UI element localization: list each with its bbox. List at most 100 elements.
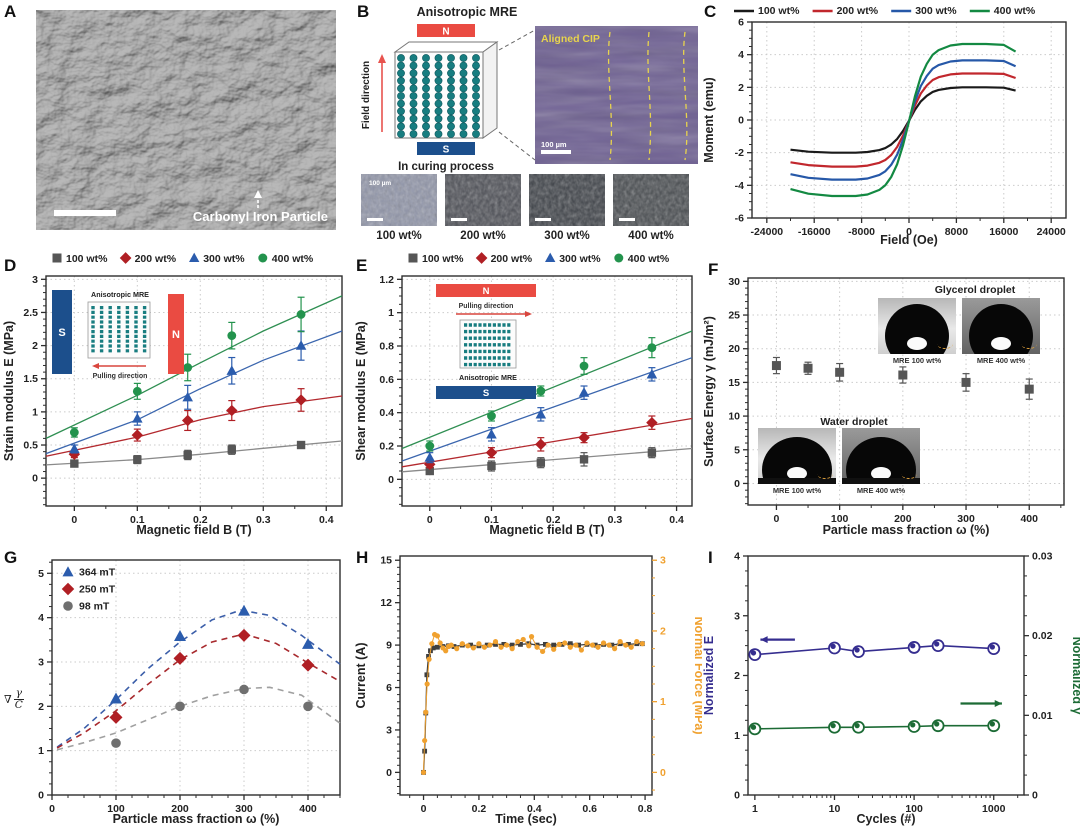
panel-b-letter: B (357, 2, 370, 21)
svg-text:400: 400 (299, 803, 317, 815)
scale-bar (54, 210, 116, 216)
strain-modulus-chart: 0 0.1 0.2 0.3 0.4 0 0.5 1 1.5 2 2.5 3 Magnetic field… (0, 248, 352, 545)
svg-text:-8000: -8000 (848, 226, 875, 238)
svg-text:10: 10 (829, 803, 841, 815)
north-pole (417, 24, 475, 37)
svg-text:0.4: 0.4 (379, 407, 394, 419)
panel-d: D 0 0.1 0.2 0.3 0.4 0 0.5 1 1.5 2 2.5 3 Magnetic fie… (0, 248, 352, 540)
svg-text:2: 2 (32, 340, 38, 352)
panel-f: F 0 100 200 300 400 0 5 10 15 20 25 30 Particle mass… (700, 248, 1080, 540)
svg-text:400: 400 (1020, 513, 1038, 525)
svg-text:400 wt%: 400 wt% (994, 5, 1036, 17)
svg-text:15: 15 (380, 555, 392, 567)
svg-text:0: 0 (49, 803, 55, 815)
sem-caption: Carbonyl Iron Particle (193, 209, 328, 224)
glycerol-caption-100: MRE 100 wt% (892, 356, 942, 365)
svg-text:Moment (emu): Moment (emu) (702, 77, 716, 162)
svg-text:3: 3 (386, 724, 392, 736)
svg-text:4: 4 (738, 49, 744, 61)
svg-text:30: 30 (728, 276, 740, 288)
panel-g-letter: G (4, 548, 18, 567)
svg-text:0: 0 (738, 115, 744, 127)
aligned-cip-label: Aligned CIP (541, 33, 600, 45)
svg-text:100 wt%: 100 wt% (66, 253, 108, 265)
svg-text:0.03: 0.03 (1032, 551, 1053, 563)
svg-text:0: 0 (774, 513, 780, 525)
panel-c-letter: C (704, 2, 717, 21)
glycerol-label: Glycerol droplet (934, 284, 1016, 296)
svg-text:8000: 8000 (945, 226, 969, 238)
svg-text:300 wt%: 300 wt% (203, 253, 245, 265)
panel-g: G 0 100 200 300 400 0 1 2 3 4 5 Particle mass fract… (0, 540, 352, 829)
svg-text:0.4: 0.4 (319, 514, 334, 526)
svg-text:3: 3 (660, 555, 666, 567)
north-label: N (442, 27, 449, 38)
svg-text:0: 0 (386, 767, 392, 779)
svg-text:-2: -2 (735, 147, 744, 159)
svg-text:1: 1 (752, 803, 758, 815)
svg-text:0: 0 (906, 226, 912, 238)
glycerol-droplet-400 (962, 298, 1040, 354)
svg-text:Normalized γ: Normalized γ (1070, 637, 1080, 715)
svg-text:3: 3 (38, 656, 44, 668)
svg-text:16000: 16000 (989, 226, 1018, 238)
svg-text:5: 5 (734, 444, 740, 456)
pulling-direction-label: Pulling direction (93, 373, 148, 380)
panel-a: A Carbonyl Iron Particle (0, 0, 355, 250)
scale-bar (541, 150, 571, 154)
svg-text:300 wt%: 300 wt% (559, 253, 601, 265)
sem-micrograph: Carbonyl Iron Particle (36, 10, 336, 230)
svg-text:100 wt%: 100 wt% (422, 253, 464, 265)
svg-text:2.5: 2.5 (23, 307, 38, 319)
svg-text:Cycles (#): Cycles (#) (856, 812, 915, 826)
svg-text:0.1: 0.1 (130, 514, 145, 526)
glycerol-caption-400: MRE 400 wt% (976, 356, 1026, 365)
svg-text:2: 2 (734, 670, 740, 682)
svg-text:2: 2 (738, 82, 744, 94)
svg-text:300 wt%: 300 wt% (915, 5, 957, 17)
svg-text:0.1: 0.1 (484, 514, 499, 526)
inset-title: Anisotropic MRE (459, 373, 517, 382)
water-droplet-400 (842, 428, 920, 484)
svg-text:Time (sec): Time (sec) (495, 812, 557, 826)
micro-label-100: 100 wt% (376, 230, 422, 242)
micro-label-200: 200 wt% (460, 230, 506, 242)
aligned-cip-micrograph: Aligned CIP 100 µm (535, 26, 698, 164)
svg-text:100: 100 (905, 803, 923, 815)
water-caption-400: MRE 400 wt% (856, 486, 906, 495)
inset-south: S (483, 388, 489, 399)
svg-text:Magnetic field B (T): Magnetic field B (T) (136, 523, 251, 537)
panel-b: B Anisotropic MRE N S In curing pro (355, 0, 700, 250)
inset-south: S (58, 327, 65, 339)
water-droplet-100 (758, 428, 836, 484)
svg-text:200 wt%: 200 wt% (837, 5, 879, 17)
water-caption-100: MRE 100 wt% (772, 486, 822, 495)
panel-a-letter: A (4, 2, 17, 21)
svg-text:15: 15 (728, 377, 740, 389)
svg-text:Particle mass fraction ω (%): Particle mass fraction ω (%) (823, 523, 990, 537)
svg-text:0.02: 0.02 (1032, 630, 1053, 642)
svg-text:400 wt%: 400 wt% (272, 253, 314, 265)
svg-text:Surface Energy γ (mJ/m²): Surface Energy γ (mJ/m²) (702, 316, 716, 467)
svg-text:100 wt%: 100 wt% (758, 5, 800, 17)
svg-text:3: 3 (32, 274, 38, 286)
panel-i: I 1 10 100 1000 0 1 2 3 4 0 0.01 0.02 0.03 Cycles (#)… (700, 540, 1080, 829)
micro-scale-text: 100 µm (369, 180, 391, 187)
svg-text:0.2: 0.2 (193, 514, 208, 526)
pulling-direction-label: Pulling direction (459, 303, 514, 310)
svg-text:Particle mass fraction ω (%): Particle mass fraction ω (%) (113, 812, 280, 826)
svg-text:4: 4 (38, 612, 44, 624)
svg-text:250 mT: 250 mT (79, 584, 116, 596)
svg-text:0.4: 0.4 (669, 514, 684, 526)
south-label: S (443, 145, 450, 156)
inset-north: N (483, 286, 490, 297)
svg-text:Current (A): Current (A) (354, 643, 368, 709)
scale-text: 100 µm (541, 140, 567, 149)
glycerol-droplet-100 (878, 298, 956, 354)
svg-text:1.2: 1.2 (379, 274, 394, 286)
svg-text:2: 2 (660, 625, 666, 637)
svg-text:200: 200 (171, 803, 189, 815)
inset-north: N (172, 329, 180, 341)
svg-text:0.8: 0.8 (638, 803, 653, 815)
